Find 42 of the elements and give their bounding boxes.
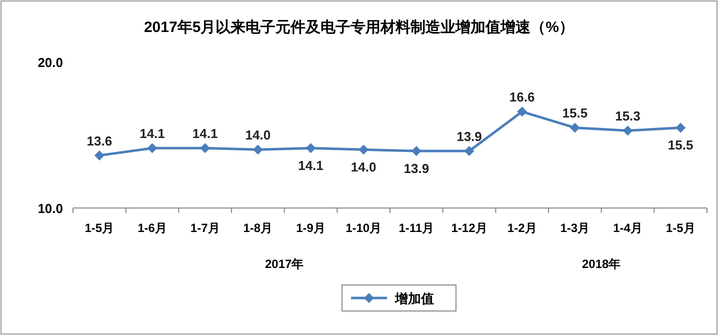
data-label: 16.6: [509, 90, 535, 105]
data-label: 13.6: [86, 133, 112, 148]
x-tick-label: 1-5月: [666, 221, 696, 235]
data-label: 15.5: [562, 106, 588, 121]
x-tick-label: 1-5月: [84, 221, 114, 235]
chart-title: 2017年5月以来电子元件及电子专用材料制造业增加值增速（%）: [144, 19, 574, 36]
y-tick-label: 10.0: [38, 201, 63, 216]
data-label: 14.1: [298, 158, 324, 174]
x-tick-label: 1-6月: [138, 221, 167, 235]
data-label: 15.3: [615, 108, 640, 124]
x-tick-label: 1-8月: [243, 221, 273, 235]
point: [411, 146, 422, 156]
text: 2018年: [582, 257, 621, 271]
x-tick-label: 1-9月: [296, 221, 326, 235]
data-label: 13.9: [456, 129, 482, 144]
point: [464, 146, 474, 156]
point: [570, 122, 580, 133]
point: [622, 126, 633, 136]
point: [147, 143, 158, 154]
data-label: 13.9: [404, 161, 430, 176]
x-tick-label: 1-7月: [190, 221, 220, 235]
y-tick-label: 20.0: [38, 55, 63, 70]
data-label: 15.5: [668, 138, 694, 153]
x-tick-label: 1-2月: [507, 221, 537, 235]
x-tick-label: 1-10月: [346, 221, 382, 235]
data-label: 14.0: [245, 128, 271, 143]
point: [306, 143, 316, 154]
point: [252, 144, 263, 155]
data-label: 14.0: [350, 160, 376, 175]
data-label: 14.1: [140, 126, 165, 142]
point: [358, 144, 369, 155]
point: [94, 150, 104, 160]
point: [676, 122, 686, 133]
x-tick-label: 1-3月: [560, 221, 590, 235]
data-label: 14.1: [192, 126, 218, 142]
point: [517, 106, 528, 117]
x-tick-label: 1-12月: [451, 221, 488, 235]
legend-label: 增加值: [394, 291, 434, 306]
x-tick-label: 1-4月: [613, 221, 642, 235]
point: [200, 143, 210, 154]
text: 2017年: [264, 257, 304, 271]
x-tick-label: 1-11月: [398, 221, 434, 235]
